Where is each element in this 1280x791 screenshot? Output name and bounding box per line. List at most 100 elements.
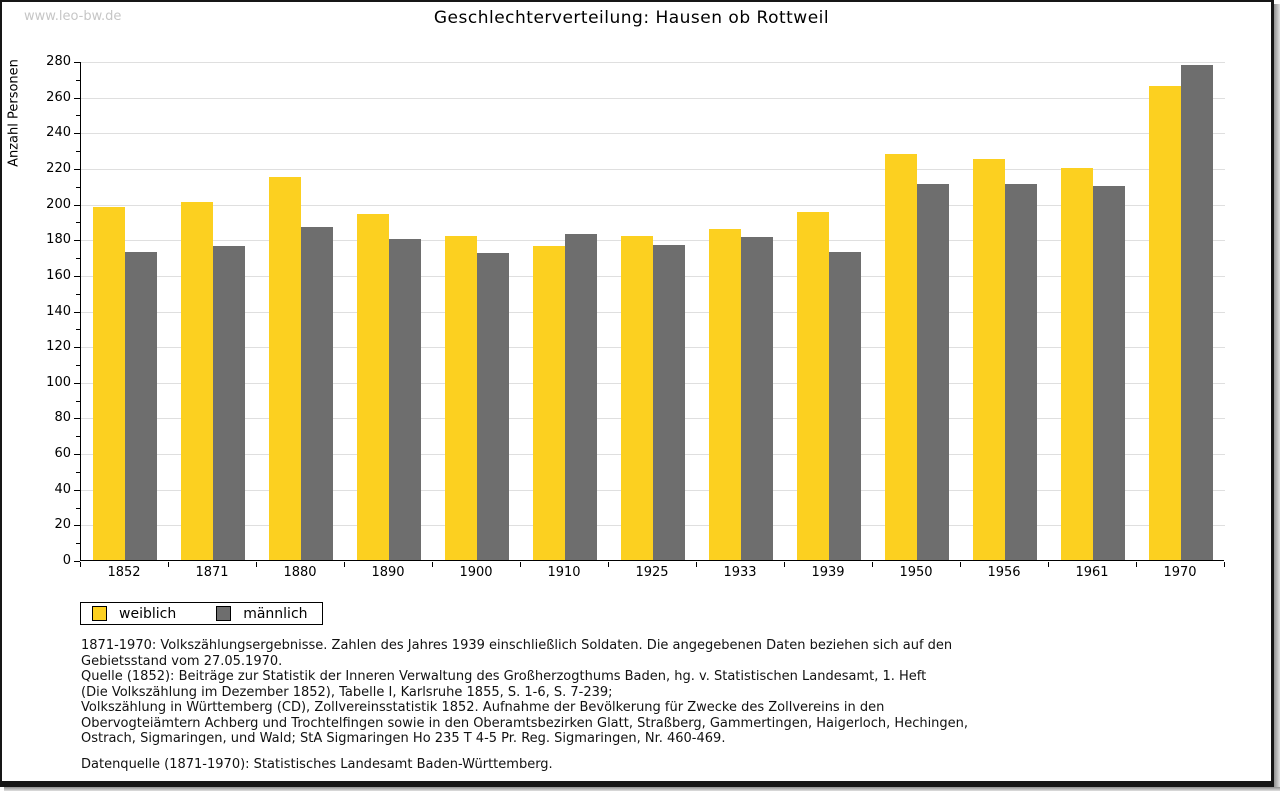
x-tick-label-1900: 1900 [459,565,493,580]
y-axis: 0 20 40 60 80 100 120 140 160 180 200 220 240 260 280 [2,54,80,568]
footnote-line-6: Obervogteiämtern Achberg und Trochtelfin… [81,715,969,731]
bar-weiblich-1970 [1149,86,1181,560]
frame-shadow-right [1274,4,1280,787]
y-tick-label-20: 20 [54,517,71,532]
y-tick-200 [74,205,80,206]
y-tick-label-40: 40 [54,482,71,497]
bar-weiblich-1961 [1061,168,1093,560]
y-tick-label-140: 140 [46,304,71,319]
footnote-line-3: Quelle (1852): Beiträge zur Statistik de… [81,669,927,684]
bar-weiblich-1933 [709,229,741,560]
y-tick-0 [74,561,80,562]
bar-männlich-1970 [1181,65,1213,560]
bar-männlich-1925 [653,245,685,560]
y-tick-220 [74,169,80,170]
y-minor-tick-90 [76,401,80,402]
x-tick-label-1890: 1890 [371,565,405,580]
gridline-260 [81,98,1225,99]
legend-label-männlich: männlich [243,605,308,622]
footnotes: 1871-1970: Volkszählungsergebnisse. Zahl… [81,638,1211,772]
x-tick-label-1880: 1880 [283,565,317,580]
frame-shadow-bottom [4,787,1280,791]
footnote-line-2: Gebietsstand vom 27.05.1970. [81,653,283,669]
footnote-line-1: 1871-1970: Volkszählungsergebnisse. Zahl… [81,638,953,653]
bar-weiblich-1950 [885,154,917,560]
y-minor-tick-130 [76,329,80,330]
y-tick-label-120: 120 [46,339,71,354]
y-tick-label-280: 280 [46,54,71,69]
plot-area [80,62,1225,561]
watermark: www.leo-bw.de [24,9,122,24]
bar-männlich-1950 [917,184,949,560]
y-tick-60 [74,454,80,455]
bar-weiblich-1900 [445,236,477,560]
x-tick-label-1970: 1970 [1163,565,1197,580]
x-tick-label-1910: 1910 [547,565,581,580]
y-tick-80 [74,418,80,419]
x-tick-6 [608,562,609,567]
y-tick-label-160: 160 [46,268,71,283]
y-minor-tick-210 [76,187,80,188]
y-tick-label-80: 80 [54,410,71,425]
y-minor-tick-170 [76,258,80,259]
gridline-280 [81,62,1225,63]
x-tick-0 [80,562,81,567]
legend-item-männlich: männlich [216,605,308,622]
bar-männlich-1910 [565,234,597,560]
legend-label-weiblich: weiblich [119,605,177,622]
legend-swatch-männlich [216,606,232,621]
x-tick-12 [1136,562,1137,567]
gridline-200 [81,205,1225,206]
y-minor-tick-70 [76,436,80,437]
y-tick-160 [74,276,80,277]
y-minor-tick-150 [76,294,80,295]
x-tick-5 [520,562,521,567]
y-tick-20 [74,525,80,526]
y-tick-label-260: 260 [46,90,71,105]
bar-weiblich-1880 [269,177,301,560]
y-minor-tick-50 [76,472,80,473]
bar-männlich-1961 [1093,186,1125,560]
x-tick-label-1871: 1871 [195,565,229,580]
bar-weiblich-1939 [797,212,829,560]
x-tick-1 [168,562,169,567]
y-minor-tick-110 [76,365,80,366]
footnote-line-4: (Die Volkszählung im Dezember 1852), Tab… [81,684,613,700]
y-tick-180 [74,240,80,241]
x-tick-8 [784,562,785,567]
bar-männlich-1890 [389,239,421,560]
x-tick-label-1933: 1933 [723,565,757,580]
x-tick-4 [432,562,433,567]
y-tick-label-200: 200 [46,197,71,212]
y-minor-tick-10 [76,543,80,544]
x-tick-7 [696,562,697,567]
footnote-lines: 1871-1970: Volkszählungsergebnisse. Zahl… [81,638,1211,747]
y-tick-label-100: 100 [46,375,71,390]
x-tick-label-1950: 1950 [899,565,933,580]
gridline-220 [81,169,1225,170]
bar-weiblich-1871 [181,202,213,560]
x-tick-13 [1224,562,1225,567]
x-tick-10 [960,562,961,567]
x-tick-11 [1048,562,1049,567]
datasource-line: Datenquelle (1871-1970): Statistisches L… [81,756,553,772]
bar-weiblich-1852 [93,207,125,560]
x-tick-label-1939: 1939 [811,565,845,580]
y-tick-label-240: 240 [46,125,71,140]
y-tick-label-220: 220 [46,161,71,176]
x-tick-3 [344,562,345,567]
footnote-line-7: Ostrach, Sigmaringen, und Wald; StA Sigm… [81,731,726,746]
bar-weiblich-1956 [973,159,1005,560]
x-tick-2 [256,562,257,567]
y-tick-140 [74,312,80,313]
gridline-240 [81,133,1225,134]
bar-weiblich-1925 [621,236,653,560]
y-tick-40 [74,490,80,491]
chart-title: Geschlechterverteilung: Hausen ob Rottwe… [433,8,830,28]
bar-männlich-1852 [125,252,157,560]
y-minor-tick-250 [76,115,80,116]
bar-männlich-1956 [1005,184,1037,560]
bar-weiblich-1890 [357,214,389,560]
